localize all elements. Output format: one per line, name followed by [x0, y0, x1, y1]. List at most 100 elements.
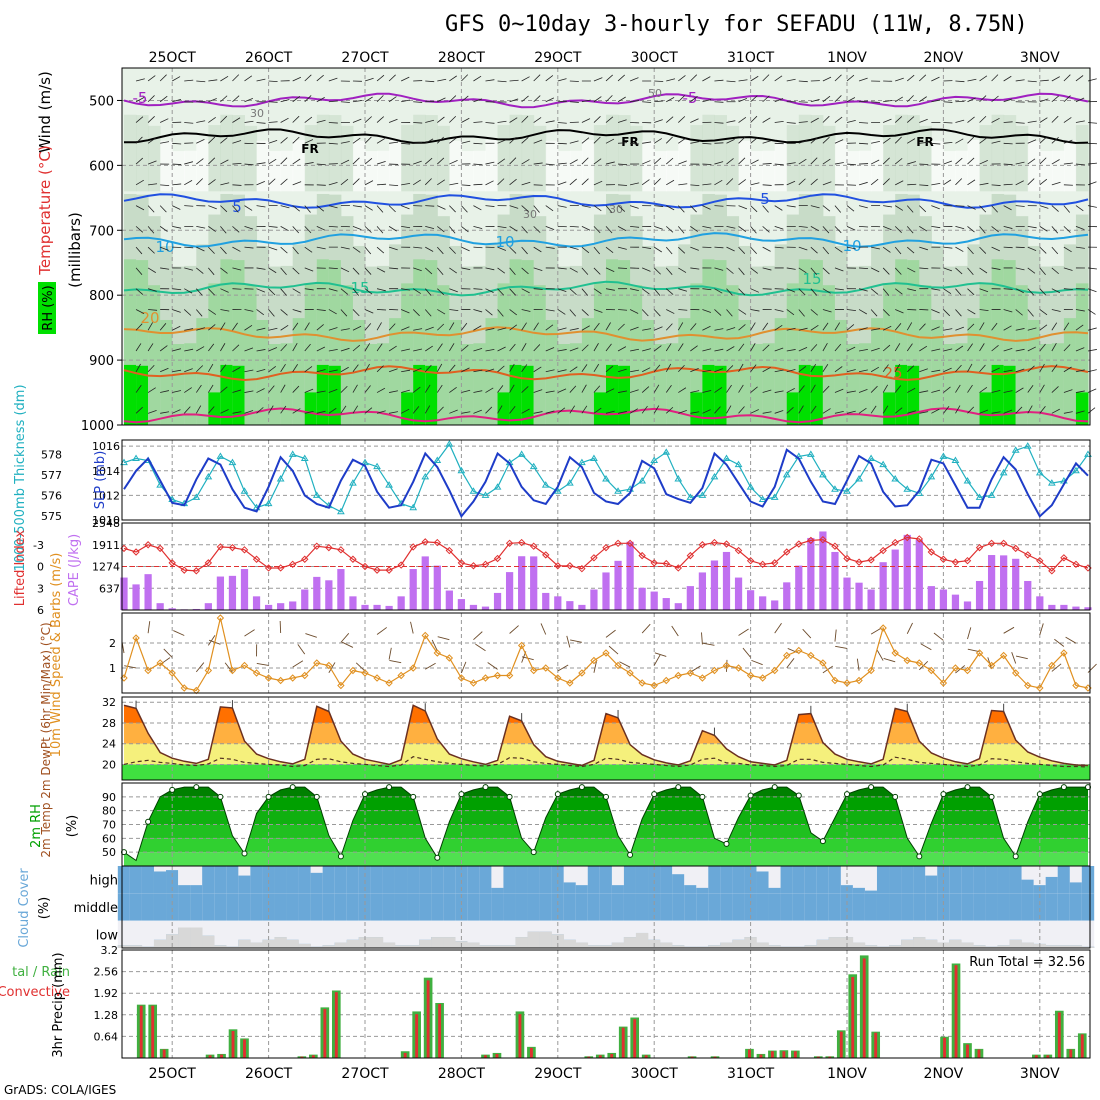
- wind-barb: [678, 116, 686, 123]
- wind-barb: [714, 406, 721, 414]
- wind10-point: [204, 666, 213, 675]
- wind-barb: [328, 309, 337, 315]
- thickness-point: [578, 458, 586, 466]
- wind-barb: [135, 226, 144, 233]
- wind-barb: [605, 388, 615, 393]
- wind-barb: [461, 117, 470, 123]
- wind-barb: [352, 325, 362, 331]
- wind-barb: [943, 367, 952, 373]
- wind-barb: [979, 205, 987, 213]
- wind-barb: [509, 343, 516, 352]
- wind10-point: [385, 679, 393, 687]
- rh-layer-humid: [533, 285, 547, 425]
- wind-barb: [750, 75, 759, 82]
- cloud-cell: [141, 866, 155, 894]
- cloud-low-cell: [166, 934, 179, 948]
- wind-barb: [400, 76, 410, 82]
- lifted-index-point: [915, 535, 924, 543]
- wind-barb: [208, 79, 218, 82]
- wind-barb: [1063, 95, 1071, 103]
- wind-barb: [413, 101, 423, 103]
- wind10-speed-line: [123, 617, 1089, 692]
- rh-layer-mid: [666, 150, 679, 192]
- wind-barb: [714, 309, 722, 316]
- lifted-index-tick-label: 3: [37, 582, 44, 595]
- wind-barb: [545, 410, 555, 414]
- wind10-point: [686, 669, 695, 677]
- wind-barb: [1003, 348, 1013, 352]
- wind-barb: [1075, 205, 1084, 212]
- wind10-point: [180, 684, 188, 692]
- wind-barb: [509, 205, 519, 209]
- wind-barb: [690, 141, 700, 144]
- wind10-barb: [328, 662, 336, 673]
- thickness-point: [903, 485, 912, 492]
- wind-panel: 12: [109, 613, 1097, 695]
- wind-barb: [1063, 267, 1073, 271]
- wind-barb: [533, 226, 541, 233]
- wind-barb: [388, 246, 398, 251]
- wind-barb: [846, 410, 856, 414]
- date-tick-label-bottom: 2NOV: [924, 1066, 964, 1082]
- wind-barb: [437, 97, 446, 103]
- rh-layer-mid: [702, 114, 715, 192]
- wind-barb: [1039, 384, 1045, 393]
- wind-barb: [280, 205, 290, 209]
- wind-barb: [593, 267, 601, 275]
- wind-barb: [569, 101, 579, 103]
- wind-barb: [955, 384, 961, 393]
- wind-barb: [678, 288, 688, 292]
- temp-frame: [121, 696, 1091, 781]
- wind-barb: [762, 367, 771, 373]
- wind-barb: [967, 226, 975, 233]
- cloud-low-cell: [178, 927, 191, 948]
- wind-barb: [533, 95, 541, 103]
- cloud-cell: [431, 893, 444, 921]
- wind-barb: [979, 322, 985, 331]
- wind-barb: [991, 74, 999, 82]
- wind-barb: [148, 309, 158, 311]
- wind-barb: [147, 226, 155, 234]
- wind-barb: [991, 117, 1000, 123]
- wind-barb: [822, 309, 832, 313]
- cloud-cell: [889, 866, 902, 894]
- cape-bar: [951, 594, 960, 610]
- wind-barb: [509, 363, 515, 372]
- wind-barb: [147, 137, 156, 144]
- wind-barb: [172, 99, 181, 103]
- thickness-point: [312, 491, 321, 498]
- cloud-low-cell: [973, 945, 986, 948]
- thickness-point: [650, 456, 659, 464]
- wind-barb: [979, 246, 987, 254]
- wind-barb: [364, 158, 373, 165]
- wind-barb: [762, 389, 772, 393]
- wind-barb: [208, 246, 215, 254]
- cloud-cell: [864, 890, 878, 894]
- wind-barb: [906, 246, 915, 254]
- lifted-index-point: [144, 541, 152, 549]
- wind-barb: [1087, 162, 1097, 165]
- cloud-clear-cell: [298, 920, 311, 948]
- cloud-low-cell: [274, 937, 287, 948]
- wind-barb: [424, 157, 433, 165]
- cloud-cell: [286, 866, 299, 894]
- cloud-cell: [503, 893, 516, 921]
- lifted-index-point: [963, 556, 972, 565]
- wind-barb: [630, 369, 640, 373]
- lifted-index-point: [1048, 567, 1056, 575]
- wind10-barb: [593, 660, 597, 673]
- wind-barb: [412, 309, 420, 317]
- cloud-cell: [310, 893, 323, 921]
- wind-barb: [641, 179, 650, 186]
- wind-barb: [810, 324, 819, 331]
- wind-barb: [389, 184, 399, 186]
- thickness-point: [722, 454, 731, 461]
- slp-line: [123, 448, 1089, 519]
- wind-barb: [726, 267, 734, 274]
- wind-barb: [750, 288, 760, 293]
- wind-barb: [798, 327, 808, 331]
- cloud-clear-cell: [250, 920, 263, 948]
- cloud-low-cell: [828, 937, 842, 948]
- lifted-index-point: [481, 560, 490, 569]
- wind-barb: [1003, 225, 1013, 229]
